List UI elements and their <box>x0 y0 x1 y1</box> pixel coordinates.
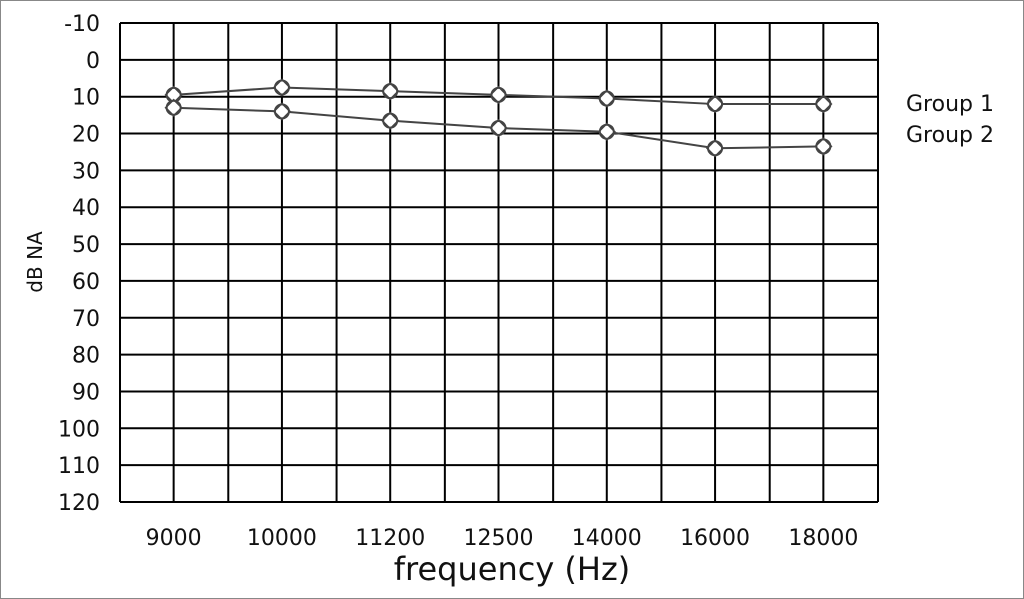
x-tick-labels: 9000 10000 11200 12500 14000 16000 18000 <box>146 526 859 551</box>
data-point-series-1 <box>272 78 292 97</box>
y-tick-label: 60 <box>72 270 100 295</box>
data-point-series-2 <box>164 98 183 117</box>
y-tick-label: 110 <box>58 454 100 479</box>
legend-entry-1: Group 1 <box>906 92 994 117</box>
x-tick-label: 10000 <box>247 526 317 551</box>
x-tick-label: 9000 <box>146 526 202 551</box>
x-tick-label: 12500 <box>464 526 534 551</box>
y-tick-label: 50 <box>72 233 100 258</box>
y-tick-label: 90 <box>72 380 100 405</box>
y-tick-label: 120 <box>58 491 100 516</box>
data-point-series-2 <box>489 118 508 138</box>
y-tick-label: 10 <box>72 86 100 111</box>
y-tick-label: -10 <box>64 12 100 37</box>
legend-entry-2: Group 2 <box>906 123 994 148</box>
data-point-series-1 <box>489 85 508 104</box>
x-tick-label: 16000 <box>680 526 750 551</box>
y-tick-label: 40 <box>72 196 100 221</box>
y-tick-label: 30 <box>72 159 100 184</box>
data-point-series-2 <box>814 137 833 156</box>
series-markers <box>164 78 833 158</box>
data-point-series-2 <box>705 139 725 158</box>
x-tick-label: 18000 <box>788 526 858 551</box>
data-point-series-1 <box>814 94 833 114</box>
x-tick-label: 11200 <box>355 526 425 551</box>
y-axis-label: dB NA <box>23 231 47 293</box>
legend: Group 1 Group 2 <box>906 92 994 148</box>
data-point-series-1 <box>597 89 616 108</box>
y-tick-label: 20 <box>72 123 100 148</box>
y-tick-label: 100 <box>58 417 100 442</box>
data-point-series-2 <box>597 122 616 141</box>
y-tick-label: 70 <box>72 307 100 332</box>
grid <box>119 22 879 503</box>
x-axis-label: frequency (Hz) <box>394 550 631 588</box>
data-point-series-1 <box>381 82 400 101</box>
data-point-series-1 <box>705 94 725 114</box>
y-tick-label: 80 <box>72 344 100 369</box>
y-tick-label: 0 <box>86 49 100 74</box>
data-point-series-2 <box>381 111 400 130</box>
y-tick-labels: -10 0 10 20 30 40 50 60 70 80 90 100 110 120 <box>58 12 100 516</box>
x-tick-label: 14000 <box>572 526 642 551</box>
data-point-series-2 <box>272 102 292 121</box>
